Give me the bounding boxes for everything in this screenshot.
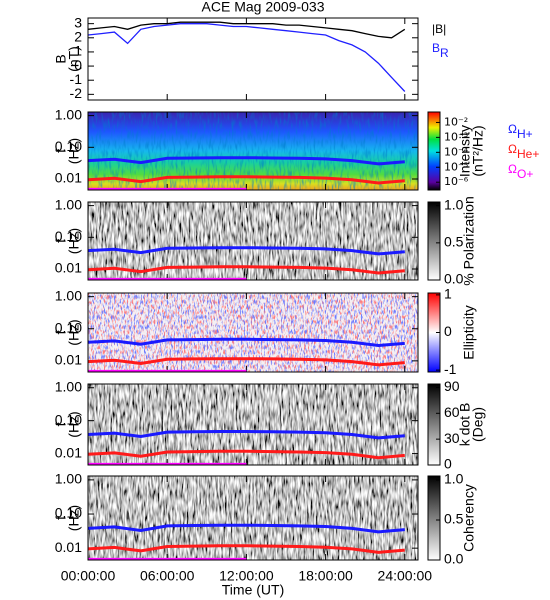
- legend-entry: BR: [432, 41, 449, 60]
- colorbar-tick-label: -1: [444, 361, 457, 377]
- y-tick-label: 0.01: [55, 352, 82, 368]
- colorbar-tick-label: 10⁻⁵: [444, 160, 468, 173]
- y-tick-label: -2: [70, 85, 83, 101]
- y-axis-label: (Hz): [66, 505, 82, 531]
- plot-frame: [87, 475, 419, 561]
- y-axis-label: f: [53, 422, 69, 426]
- y-axis-label: (Hz): [66, 319, 82, 345]
- x-tick-label: 12:00:00: [219, 568, 274, 584]
- colorbar-tick-label: 10⁻⁶: [444, 175, 469, 188]
- legend-subscript: He+: [517, 147, 539, 161]
- y-tick-label: 1.00: [55, 378, 82, 394]
- y-axis-label: f: [53, 516, 69, 520]
- colorbar: [427, 475, 441, 561]
- colorbar-label: (nT²/Hz): [470, 125, 486, 176]
- y-tick-label: 0: [74, 57, 82, 73]
- colorbar-tick-label: 0.0: [444, 551, 464, 567]
- legend-entry: ΩHe+: [508, 142, 539, 161]
- colorbar-tick-label: 0: [444, 323, 452, 339]
- series-line: [88, 357, 405, 367]
- y-axis-label: (Hz): [66, 138, 82, 164]
- colorbar-tick-label: 1: [444, 286, 452, 302]
- colorbar-tick-label: 0.5: [444, 511, 464, 527]
- colorbar: [427, 111, 441, 191]
- colorbar-tick-label: 0: [444, 456, 452, 472]
- y-tick-label: 0.01: [55, 260, 82, 276]
- spectrogram-image: [88, 476, 418, 560]
- y-axis-label: f: [53, 149, 69, 153]
- plot-frame: [87, 292, 419, 373]
- colorbar-tick-label: 90: [444, 378, 460, 394]
- y-tick-label: 0.01: [55, 539, 82, 555]
- y-axis-label: f: [53, 239, 69, 243]
- legend-subscript: H+: [517, 127, 533, 141]
- legend-subscript: R: [440, 46, 449, 60]
- colorbar-tick-label: 1.0: [444, 471, 464, 487]
- legend-entry: ΩO+: [508, 162, 533, 181]
- series-line: [88, 265, 405, 275]
- series-line: [88, 523, 405, 534]
- y-axis-label: (Hz): [66, 228, 82, 254]
- colorbar-tick-label: 30: [444, 430, 460, 446]
- series-line: [88, 175, 405, 185]
- colorbar-tick-label: 10⁻²: [444, 115, 468, 128]
- series-line: [88, 246, 405, 256]
- legend-entry: ΩH+: [508, 122, 533, 141]
- y-axis-label: (nT): [66, 46, 82, 72]
- series-line: [88, 337, 405, 348]
- series-line: [88, 23, 406, 92]
- colorbar: [427, 201, 441, 281]
- series-line: [88, 430, 405, 440]
- x-tick-label: 24:00:00: [378, 568, 433, 584]
- colorbar-tick-label: 0.0: [444, 271, 464, 287]
- series-line: [88, 449, 405, 460]
- x-tick-label: 00:00:00: [61, 568, 116, 584]
- y-tick-label: -1: [70, 71, 83, 87]
- x-tick-label: 18:00:00: [298, 568, 353, 584]
- colorbar-tick-label: 10⁻⁴: [444, 145, 469, 158]
- y-tick-label: 1.00: [55, 106, 82, 122]
- y-tick-label: 0.01: [55, 444, 82, 460]
- colorbar-label: Ellipticity: [461, 305, 477, 359]
- y-axis-label: B: [53, 54, 69, 63]
- plot-frame: [87, 111, 419, 191]
- y-tick-label: 3: [74, 14, 82, 30]
- series-line: [88, 156, 405, 166]
- colorbar-label: Intensity: [457, 125, 473, 177]
- y-tick-label: 0.10: [55, 138, 82, 154]
- plot-frame: [87, 17, 419, 101]
- y-axis-label: (Hz): [66, 411, 82, 437]
- series-line: [88, 544, 405, 554]
- y-tick-label: 1.00: [55, 196, 82, 212]
- colorbar-label: % Polarization: [461, 196, 477, 286]
- x-tick-label: 06:00:00: [140, 568, 195, 584]
- y-tick-label: 0.01: [55, 170, 82, 186]
- y-tick-label: 2: [74, 28, 82, 44]
- colorbar-tick-label: 1.0: [444, 196, 464, 212]
- legend-subscript: O+: [517, 167, 533, 181]
- plot-frame: [87, 201, 419, 281]
- colorbar-label: Coherency: [461, 484, 477, 552]
- x-axis-label: Time (UT): [222, 582, 284, 598]
- colorbar-tick-label: 10⁻³: [444, 130, 468, 143]
- plot-frame: [87, 383, 419, 466]
- colorbar-tick-label: 60: [444, 404, 460, 420]
- y-tick-label: 0.10: [55, 228, 82, 244]
- y-tick-label: 0.10: [55, 411, 82, 427]
- series-line: [88, 21, 406, 39]
- y-tick-label: 1.00: [55, 471, 82, 487]
- colorbar-tick-label: 0.5: [444, 234, 464, 250]
- legend-entry: |B|: [432, 22, 446, 36]
- y-axis-label: f: [53, 330, 69, 334]
- colorbar-label: k dot B: [457, 403, 473, 447]
- y-tick-label: 0.10: [55, 505, 82, 521]
- colorbar-label: (Deg): [470, 407, 486, 442]
- chart-title: ACE Mag 2009-033: [202, 0, 325, 15]
- colorbar: [427, 383, 441, 466]
- y-tick-label: 0.10: [55, 319, 82, 335]
- y-tick-label: 1: [74, 43, 82, 59]
- y-tick-label: 1.00: [55, 287, 82, 303]
